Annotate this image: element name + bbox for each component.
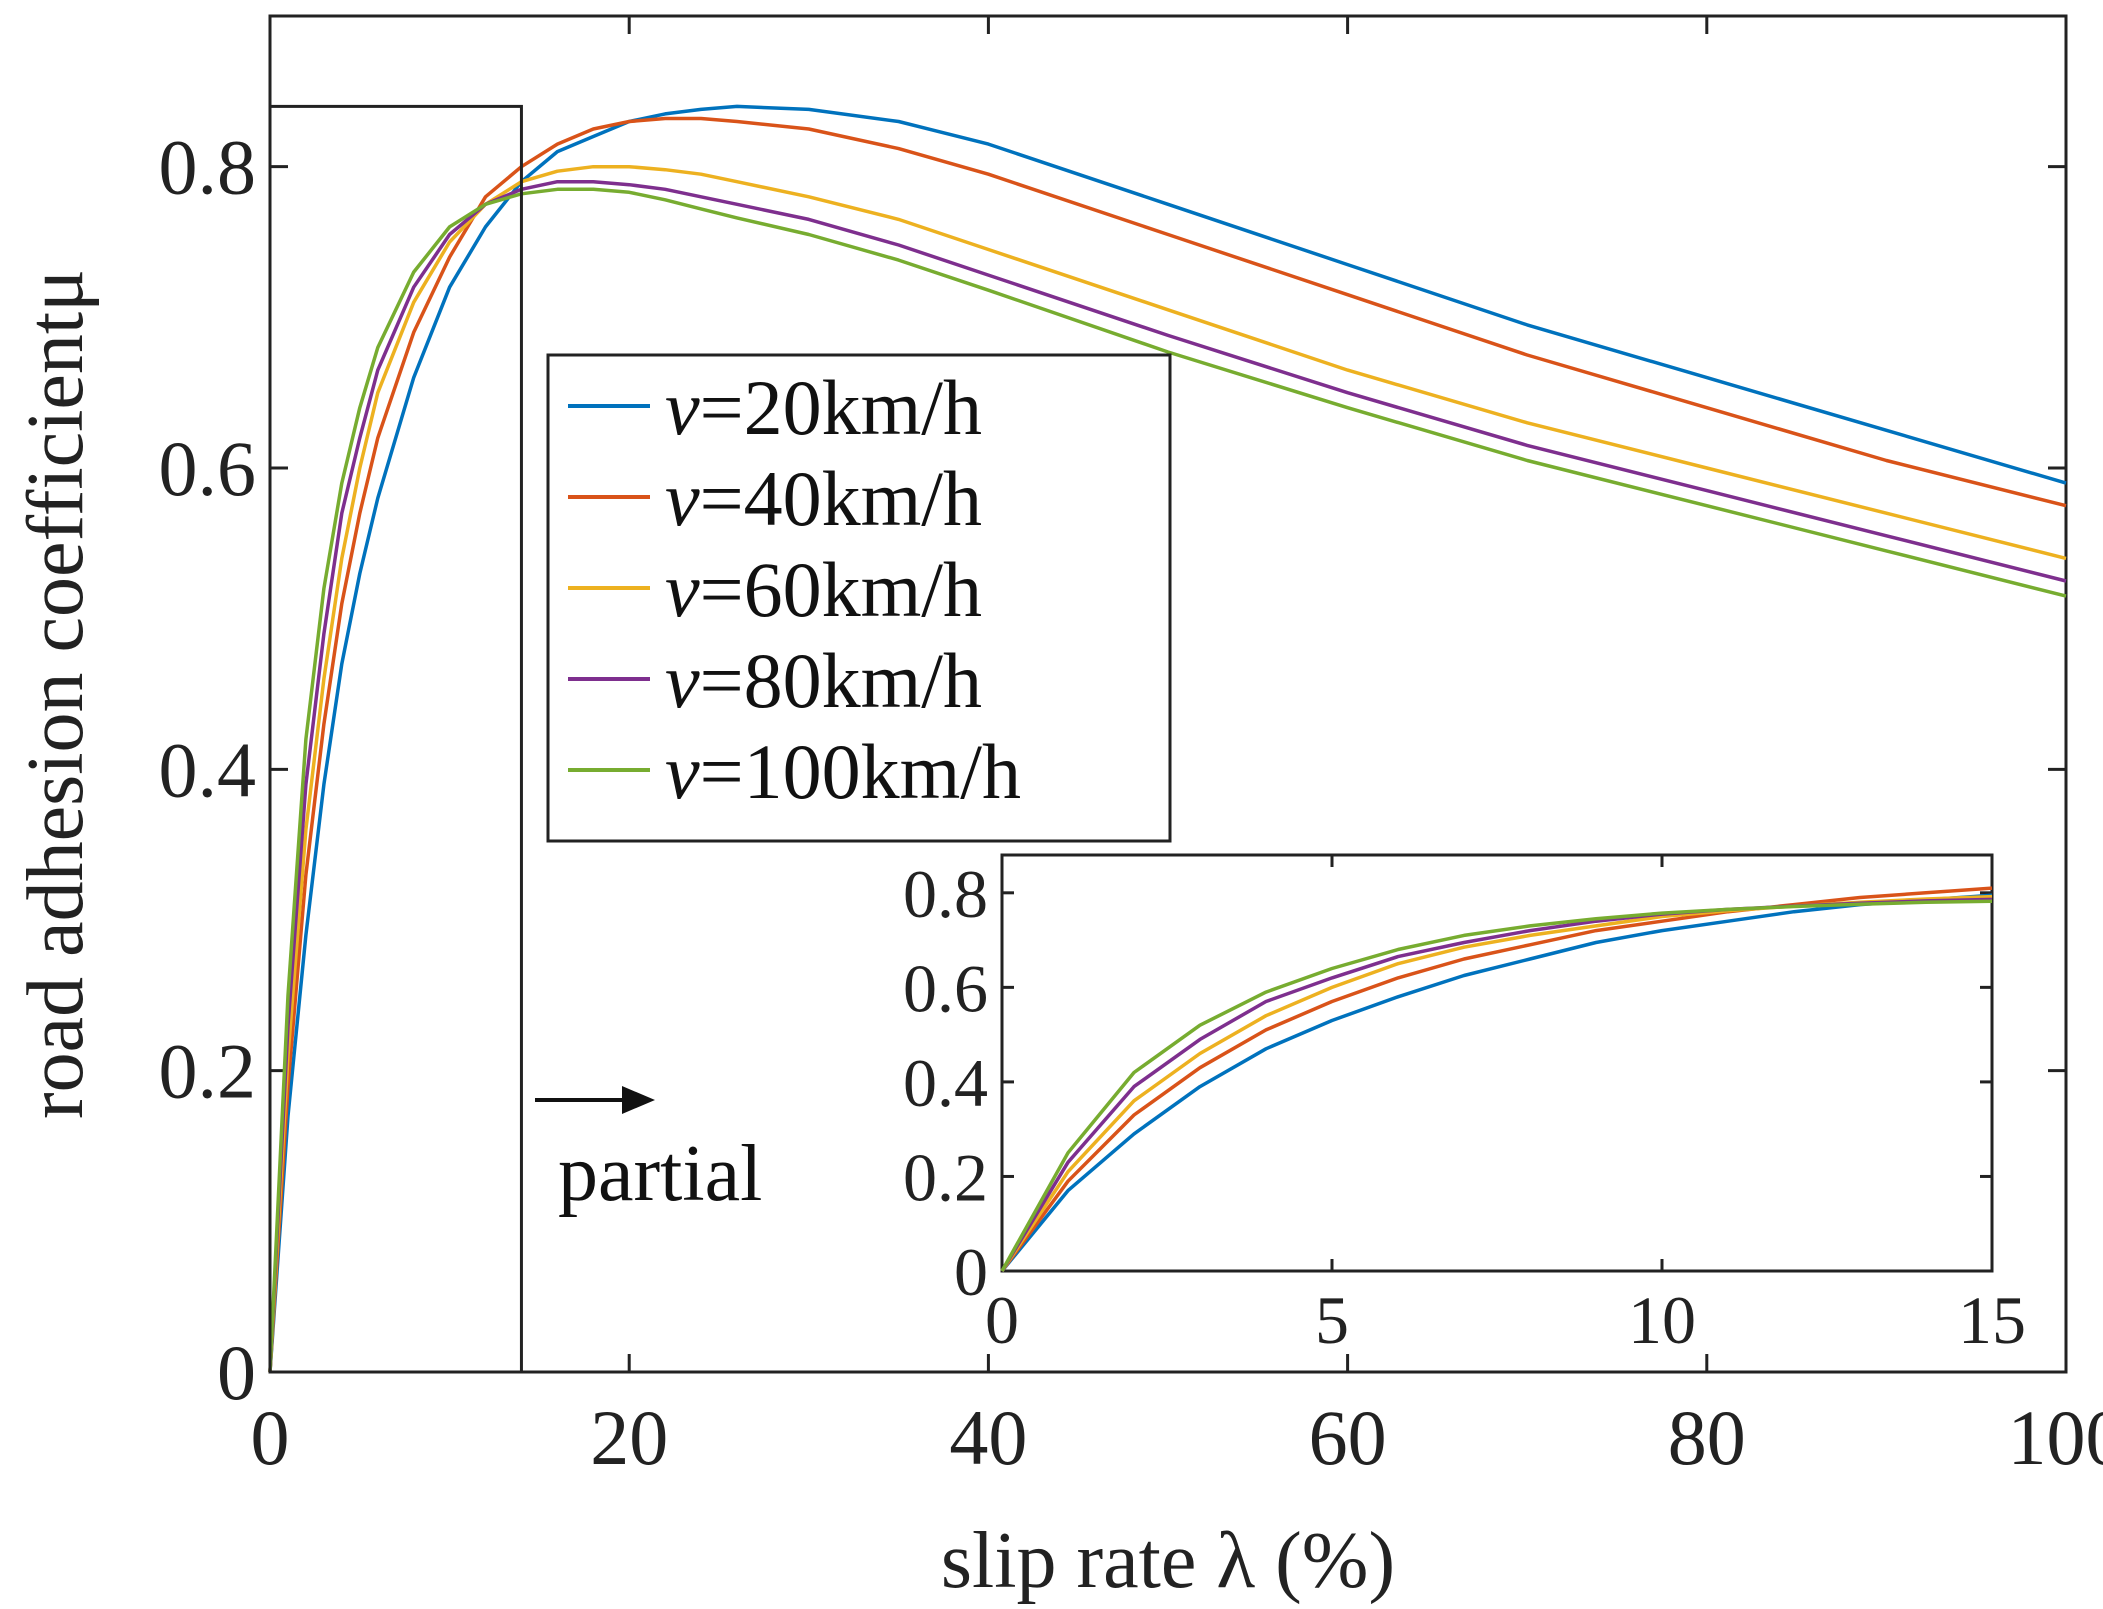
inset-y-tick-label: 0.8 — [903, 856, 988, 932]
inset-y-tick-label: 0.2 — [903, 1139, 988, 1215]
inset-y-tick-label: 0.4 — [903, 1045, 988, 1121]
legend-entry: v=100km/h — [665, 728, 1021, 815]
legend-variable: v — [665, 637, 700, 724]
legend-entry: v=80km/h — [665, 637, 982, 724]
y-axis-label: road adhesion coefficientμ — [12, 269, 100, 1119]
inset-x-tick-label: 5 — [1315, 1282, 1349, 1358]
main-series-line — [268, 116, 2067, 1373]
legend-items: v=20km/hv=40km/hv=60km/hv=80km/hv=100km/… — [568, 364, 1021, 815]
inset-x-tick-label: 10 — [1628, 1282, 1696, 1358]
legend-variable: v — [665, 364, 700, 451]
main-y-tick-label: 0 — [217, 1329, 256, 1416]
inset-series-line — [1000, 886, 1993, 1273]
legend-value: =40km/h — [700, 455, 982, 542]
main-x-tick-label: 20 — [590, 1394, 668, 1481]
main-series-line — [268, 164, 2067, 1373]
x-axis-label: slip rate λ (%) — [941, 1517, 1395, 1605]
main-series-line — [268, 104, 2067, 1373]
main-series-lines — [268, 104, 2067, 1373]
main-series-line — [268, 187, 2067, 1373]
main-series-line — [268, 179, 2067, 1373]
inset-series-line — [1000, 893, 1993, 1273]
legend-value: =80km/h — [700, 637, 982, 724]
legend-box — [546, 353, 1172, 843]
partial-label: partial — [558, 1130, 762, 1218]
inset-x-tick-label: 0 — [985, 1282, 1019, 1358]
inset-x-tick-labels: 0 5 10 15 — [985, 1282, 2026, 1358]
main-x-tick-labels: 0 20 40 60 80 100 — [251, 1394, 2103, 1481]
legend-entry: v=60km/h — [665, 546, 982, 633]
inset-plot-frame — [1000, 853, 1994, 1273]
inset-y-tick-labels: 0 0.2 0.4 0.6 0.8 — [903, 856, 988, 1310]
main-y-tick-label: 0.6 — [159, 425, 257, 512]
main-y-tick-label: 0.4 — [159, 726, 257, 813]
legend-entry: v=20km/h — [665, 364, 982, 451]
zoom-region-box — [268, 104, 523, 1374]
legend-value: =100km/h — [700, 728, 1021, 815]
main-x-tick-label: 40 — [949, 1394, 1027, 1481]
arrow-right-icon — [622, 1086, 655, 1114]
legend-value: =20km/h — [700, 364, 982, 451]
main-x-tick-label: 80 — [1668, 1394, 1746, 1481]
legend-variable: v — [665, 455, 700, 542]
legend: v=20km/hv=40km/hv=60km/hv=80km/hv=100km/… — [546, 353, 1172, 843]
inset-y-tick-label: 0.6 — [903, 950, 988, 1026]
inset-series-line — [1000, 899, 1993, 1272]
inset-x-tick-label: 15 — [1958, 1282, 2026, 1358]
partial-annotation: partial — [535, 1086, 762, 1218]
legend-variable: v — [665, 728, 700, 815]
main-x-tick-label: 0 — [251, 1394, 290, 1481]
inset-series-lines — [1000, 886, 1993, 1273]
legend-variable: v — [665, 546, 700, 633]
legend-entry: v=40km/h — [665, 455, 982, 542]
main-x-tick-label: 100 — [2008, 1394, 2103, 1481]
main-y-tick-labels: 0 0.2 0.4 0.6 0.8 — [159, 124, 257, 1416]
main-x-tick-label: 60 — [1309, 1394, 1387, 1481]
main-y-tick-label: 0.8 — [159, 124, 257, 211]
inset-y-tick-label: 0 — [954, 1234, 988, 1310]
legend-value: =60km/h — [700, 546, 982, 633]
main-y-tick-label: 0.2 — [159, 1028, 257, 1115]
